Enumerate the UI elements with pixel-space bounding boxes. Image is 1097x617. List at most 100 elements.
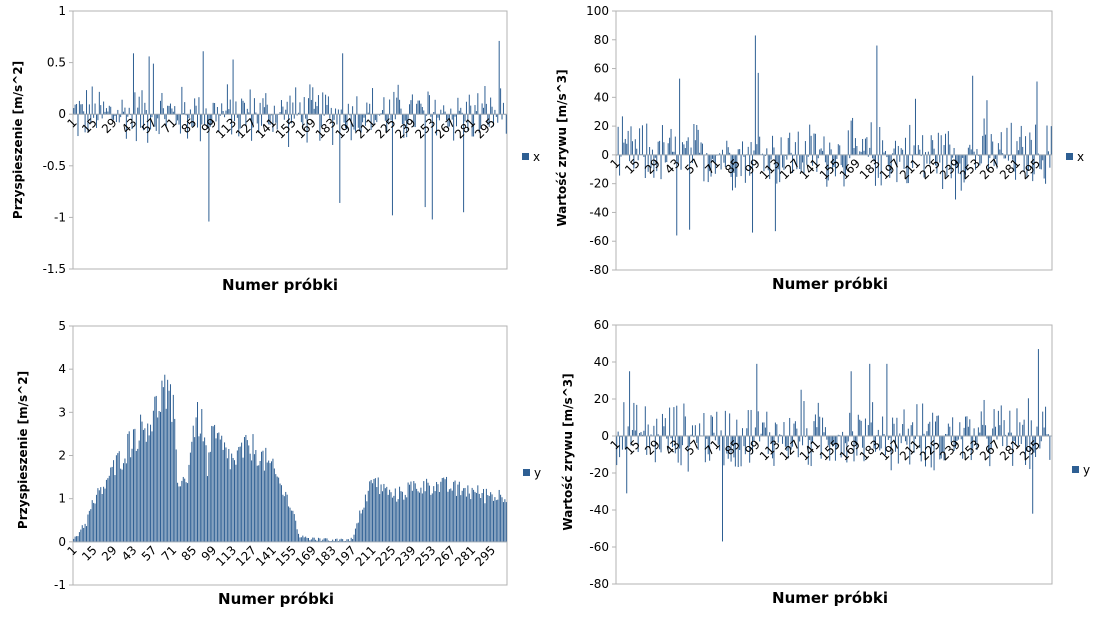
bar bbox=[880, 154, 882, 186]
bar bbox=[458, 481, 460, 542]
bar bbox=[339, 539, 341, 542]
bar bbox=[420, 487, 422, 542]
bar bbox=[329, 114, 331, 119]
bar bbox=[651, 149, 653, 155]
bar bbox=[179, 114, 181, 134]
bar bbox=[457, 484, 459, 542]
bar bbox=[309, 540, 311, 542]
bar bbox=[802, 436, 804, 446]
bar bbox=[893, 423, 895, 436]
bar bbox=[231, 453, 233, 542]
bar bbox=[345, 114, 346, 128]
bar bbox=[806, 428, 808, 436]
bar bbox=[426, 114, 428, 116]
bar bbox=[323, 538, 325, 542]
bar bbox=[154, 114, 156, 127]
bar bbox=[959, 422, 961, 436]
bar bbox=[77, 114, 79, 137]
bar bbox=[248, 445, 250, 542]
bar bbox=[862, 139, 864, 155]
bar bbox=[743, 154, 745, 157]
bar bbox=[370, 479, 372, 542]
bar bbox=[803, 154, 805, 175]
bar bbox=[886, 363, 888, 436]
bar bbox=[633, 154, 635, 169]
bar bbox=[164, 114, 166, 120]
bar bbox=[824, 427, 826, 436]
bar bbox=[198, 436, 200, 542]
bar bbox=[733, 154, 735, 173]
bar bbox=[465, 496, 467, 542]
bar bbox=[924, 152, 926, 155]
bar bbox=[269, 114, 271, 125]
bar bbox=[76, 536, 78, 542]
bar bbox=[440, 109, 442, 115]
bar bbox=[174, 106, 176, 115]
bar bbox=[963, 154, 965, 183]
bar bbox=[1035, 436, 1037, 458]
bar bbox=[302, 114, 304, 130]
bar bbox=[246, 440, 248, 542]
bar bbox=[293, 114, 295, 119]
bar bbox=[976, 436, 978, 451]
bar bbox=[946, 434, 948, 436]
bar bbox=[407, 482, 409, 542]
bar bbox=[992, 141, 994, 155]
bar bbox=[783, 154, 785, 171]
bar bbox=[914, 436, 916, 439]
bar bbox=[950, 436, 952, 443]
bar bbox=[634, 430, 636, 436]
bar bbox=[359, 114, 361, 131]
bar bbox=[650, 434, 652, 436]
bar bbox=[403, 499, 405, 542]
bar bbox=[975, 154, 977, 170]
bar bbox=[299, 537, 301, 542]
legend-label: x bbox=[1077, 150, 1084, 164]
bar bbox=[288, 506, 290, 542]
bar bbox=[641, 125, 643, 155]
bar bbox=[316, 540, 318, 542]
bar bbox=[679, 436, 681, 449]
bar bbox=[480, 114, 482, 129]
bar bbox=[414, 114, 416, 128]
bar bbox=[993, 154, 995, 167]
bar bbox=[471, 487, 473, 542]
bar bbox=[326, 538, 328, 542]
bar bbox=[873, 436, 875, 449]
bar bbox=[676, 154, 678, 236]
bar bbox=[764, 427, 766, 436]
y-tick-label: 80 bbox=[594, 33, 609, 47]
bar bbox=[661, 125, 663, 155]
bar bbox=[920, 154, 922, 157]
bar bbox=[249, 89, 251, 115]
bar bbox=[120, 468, 122, 542]
bar bbox=[124, 107, 126, 115]
bar bbox=[1049, 154, 1051, 168]
bar bbox=[253, 98, 255, 115]
bar bbox=[175, 114, 177, 125]
bar bbox=[362, 509, 364, 542]
bar bbox=[909, 124, 911, 155]
bar bbox=[81, 104, 83, 115]
bar bbox=[336, 114, 338, 125]
bar bbox=[376, 114, 378, 123]
bar bbox=[500, 494, 502, 542]
bar bbox=[965, 416, 967, 436]
bar bbox=[212, 426, 214, 542]
bar bbox=[332, 539, 334, 542]
bar bbox=[241, 98, 243, 115]
bar bbox=[927, 423, 929, 436]
bar bbox=[437, 484, 439, 542]
bar bbox=[201, 114, 203, 125]
bar bbox=[799, 154, 801, 169]
bar bbox=[1042, 154, 1044, 161]
bar bbox=[90, 114, 92, 124]
bar bbox=[437, 114, 439, 118]
bar bbox=[770, 436, 772, 444]
bar bbox=[306, 537, 308, 542]
bar bbox=[494, 109, 496, 115]
bar bbox=[478, 493, 480, 542]
bar bbox=[117, 453, 119, 542]
bar bbox=[222, 111, 224, 115]
bar bbox=[977, 427, 979, 436]
